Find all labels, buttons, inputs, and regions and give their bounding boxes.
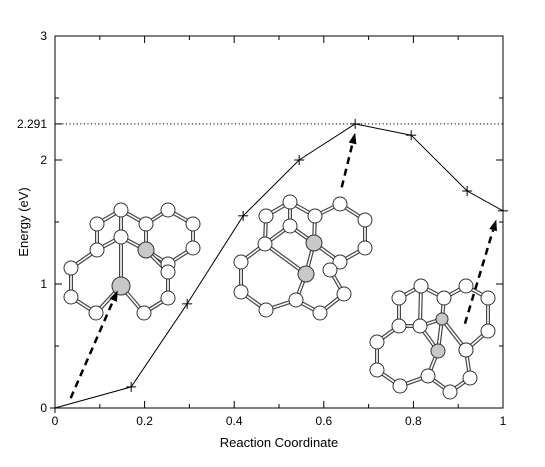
atom xyxy=(391,290,407,306)
atom xyxy=(392,378,408,394)
y-tick-label: 1 xyxy=(40,277,47,291)
atom xyxy=(412,318,428,334)
x-tick-label: 0.4 xyxy=(226,414,243,428)
x-tick-label: 1 xyxy=(500,414,507,428)
atom xyxy=(480,290,496,306)
atom xyxy=(357,240,373,256)
data-point xyxy=(126,381,137,392)
x-tick-label: 0.6 xyxy=(315,414,332,428)
atom xyxy=(89,216,105,232)
atom xyxy=(322,262,338,278)
atom xyxy=(442,384,458,400)
atom xyxy=(160,290,176,306)
impurity-atom xyxy=(111,276,131,296)
data-point xyxy=(238,210,249,221)
x-tick-label: 0.8 xyxy=(405,414,422,428)
x-tick-label: 0.2 xyxy=(136,414,153,428)
impurity-atom xyxy=(137,241,155,259)
series xyxy=(50,118,508,413)
impurity-atom xyxy=(305,234,323,252)
atom xyxy=(282,218,298,234)
atom xyxy=(458,278,474,294)
transition-state-structure xyxy=(233,194,373,321)
atom xyxy=(89,242,105,258)
impurity-atom xyxy=(435,312,449,326)
atom xyxy=(185,240,201,256)
impurity-atom xyxy=(297,265,315,283)
y-tick-label: 3 xyxy=(40,29,47,43)
arrow-head xyxy=(109,290,118,302)
final-state-structure xyxy=(369,278,496,400)
atom xyxy=(113,229,129,245)
atom xyxy=(480,323,496,339)
transition-state-arrow xyxy=(340,143,354,188)
atom xyxy=(63,260,79,276)
atom xyxy=(369,362,385,378)
arrow-head xyxy=(348,132,357,145)
atom xyxy=(307,208,323,224)
atom xyxy=(312,305,328,321)
atom xyxy=(462,370,478,386)
atom xyxy=(336,286,352,302)
atom xyxy=(233,284,249,300)
data-point xyxy=(498,205,508,216)
arrows xyxy=(69,132,497,399)
atom xyxy=(88,305,104,321)
molecule-insets xyxy=(63,194,496,400)
y-tick-label: 2 xyxy=(40,153,47,167)
reference-line-label: 2.291 xyxy=(17,117,47,131)
atom xyxy=(458,342,474,358)
impurity-atom xyxy=(430,343,446,359)
y-axis-title: Energy (eV) xyxy=(16,187,31,256)
data-point xyxy=(350,118,361,129)
axes: 0 0.2 0.4 0.6 0.8 1 0 1 2 3 2.291 xyxy=(17,29,507,428)
atom xyxy=(282,194,298,210)
atom xyxy=(185,216,201,232)
x-tick-label: 0 xyxy=(52,414,59,428)
atom xyxy=(138,216,154,232)
atom xyxy=(332,196,348,212)
data-point xyxy=(50,403,60,413)
atom xyxy=(332,254,348,270)
data-point xyxy=(462,186,473,196)
atom xyxy=(160,264,176,280)
data-point xyxy=(406,130,417,141)
data-point xyxy=(182,298,193,309)
arrow-head xyxy=(489,219,497,232)
final-state-arrow xyxy=(463,229,495,325)
atom xyxy=(63,289,79,305)
atom xyxy=(258,208,274,224)
atom xyxy=(113,202,129,218)
atom xyxy=(160,202,176,218)
atom xyxy=(391,318,407,334)
data-point xyxy=(294,155,305,165)
initial-state-arrow xyxy=(69,299,115,399)
atom xyxy=(369,334,385,350)
atom xyxy=(258,302,274,318)
atom xyxy=(257,236,273,252)
y-tick-label: 0 xyxy=(40,401,47,415)
initial-state-structure xyxy=(63,202,201,321)
atom xyxy=(136,305,152,321)
atom xyxy=(420,368,436,384)
atom xyxy=(413,278,429,294)
atom xyxy=(288,292,304,308)
atom xyxy=(436,290,452,306)
x-axis-title: Reaction Coordinate xyxy=(220,435,339,450)
atom xyxy=(357,212,373,228)
atom xyxy=(233,254,249,270)
